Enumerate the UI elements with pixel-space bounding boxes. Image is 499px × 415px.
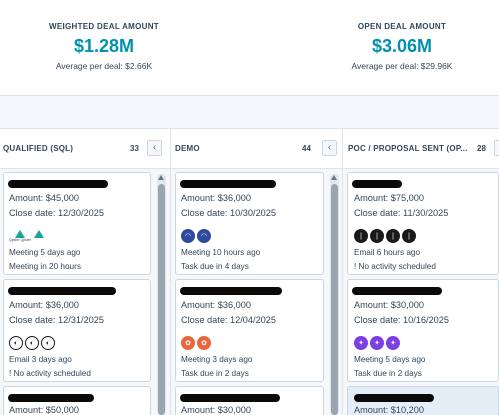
column-count: 33 xyxy=(130,144,139,153)
redacted-deal-name xyxy=(180,394,280,402)
next-activity: Task due in 4 days xyxy=(181,262,249,271)
avatar: ✿ xyxy=(181,336,195,350)
deal-amount: Amount: $30,000 xyxy=(354,300,424,310)
next-activity: Task due in 2 days xyxy=(354,369,422,378)
avatar: | xyxy=(354,229,368,243)
deal-card[interactable]: Amount: $10,200 xyxy=(347,386,499,415)
avatar: ✦ xyxy=(370,336,384,350)
column-scrollbar[interactable] xyxy=(330,174,339,415)
redacted-deal-name xyxy=(8,287,116,295)
deal-amount: Amount: $45,000 xyxy=(9,193,79,203)
avatar: ◐ xyxy=(25,336,39,350)
column-count: 28 xyxy=(477,144,486,153)
avatar: ✦ xyxy=(354,336,368,350)
last-activity: Meeting 5 days ago xyxy=(354,355,426,364)
chevron-left-icon: ‹ xyxy=(327,142,332,153)
metric-label: WEIGHTED DEAL AMOUNT xyxy=(49,22,159,31)
metric-sub: Average per deal: $2.66K xyxy=(55,61,153,71)
redacted-deal-name xyxy=(8,180,108,188)
deal-card[interactable]: Amount: $36,000 Close date: 12/31/2025 ◐… xyxy=(3,279,151,382)
deal-card[interactable]: Amount: $50,000 xyxy=(3,386,151,415)
avatar: ✿ xyxy=(197,336,211,350)
next-activity: ! No activity scheduled xyxy=(354,262,436,271)
contact-avatars: ✦ ✦ ✦ xyxy=(354,336,402,350)
redacted-deal-name xyxy=(8,394,94,402)
column-header: DEMO 44 ‹ xyxy=(171,129,342,169)
metric-sub: Average per deal: $29.96K xyxy=(351,61,453,71)
deal-close-date: Close date: 12/30/2025 xyxy=(9,208,105,218)
deal-close-date: Close date: 10/30/2025 xyxy=(181,208,277,218)
deal-amount: Amount: $36,000 xyxy=(9,300,79,310)
column-title: QUALIFIED (SQL) xyxy=(3,144,74,153)
avatar: ◠ xyxy=(197,229,211,243)
contact-avatars: | | | | xyxy=(354,229,418,243)
redacted-deal-name xyxy=(352,180,402,188)
column-header: QUALIFIED (SQL) 33 ‹ xyxy=(0,129,170,169)
deal-amount: Amount: $36,000 xyxy=(181,300,251,310)
company-logo: Qpster Qpster xyxy=(9,230,47,242)
weighted-deal-amount: WEIGHTED DEAL AMOUNT $1.28M Average per … xyxy=(14,22,194,71)
last-activity: Meeting 5 days ago xyxy=(9,248,81,257)
metric-value: $3.06M xyxy=(371,36,433,56)
toolbar-band xyxy=(0,95,499,129)
last-activity: Email 6 hours ago xyxy=(354,248,420,257)
contact-avatars: ◐ ◐ ◐ xyxy=(9,336,57,350)
pipeline-board: QUALIFIED (SQL) 33 ‹ Amount: $45,000 Clo… xyxy=(0,129,499,415)
metric-label: OPEN DEAL AMOUNT xyxy=(357,22,447,31)
deal-close-date: Close date: 11/30/2025 xyxy=(354,208,449,218)
avatar: | xyxy=(402,229,416,243)
deal-amount: Amount: $30,000 xyxy=(181,405,251,415)
avatar: | xyxy=(370,229,384,243)
avatar: ◐ xyxy=(41,336,55,350)
column-title: DEMO xyxy=(175,144,200,153)
deal-card[interactable]: Amount: $75,000 Close date: 11/30/2025 |… xyxy=(347,172,499,275)
next-activity: Task due in 2 days xyxy=(181,369,249,378)
collapse-column-button[interactable]: ‹ xyxy=(322,140,337,156)
deal-card[interactable]: Amount: $30,000 Close date: 10/16/2025 ✦… xyxy=(347,279,499,382)
column-header: POC / PROPOSAL SENT (OP... 28 ‹ xyxy=(343,129,499,169)
deal-close-date: Close date: 12/31/2025 xyxy=(9,315,105,325)
redacted-deal-name xyxy=(354,394,434,402)
column-qualified: QUALIFIED (SQL) 33 ‹ Amount: $45,000 Clo… xyxy=(0,129,171,415)
column-scrollbar[interactable] xyxy=(157,174,166,415)
column-demo: DEMO 44 ‹ Amount: $36,000 Close date: 10… xyxy=(171,129,343,415)
last-activity: Meeting 3 days ago xyxy=(181,355,253,364)
avatar: ◠ xyxy=(181,229,195,243)
deal-amount: Amount: $50,000 xyxy=(9,405,79,415)
deal-amount: Amount: $10,200 xyxy=(354,405,424,415)
redacted-deal-name xyxy=(180,287,282,295)
redacted-deal-name xyxy=(180,180,276,188)
column-title: POC / PROPOSAL SENT (OP... xyxy=(348,144,468,153)
deal-card[interactable]: Amount: $36,000 Close date: 10/30/2025 ◠… xyxy=(175,172,324,275)
next-activity: ! No activity scheduled xyxy=(9,369,91,378)
deal-amount: Amount: $75,000 xyxy=(354,193,424,203)
redacted-deal-name xyxy=(352,287,442,295)
last-activity: Email 3 days ago xyxy=(9,355,72,364)
collapse-column-button[interactable]: ‹ xyxy=(147,140,162,156)
contact-avatars: ✿ ✿ xyxy=(181,336,213,350)
open-deal-amount: OPEN DEAL AMOUNT $3.06M Average per deal… xyxy=(312,22,492,71)
next-activity: Meeting in 20 hours xyxy=(9,262,81,271)
avatar: ✦ xyxy=(386,336,400,350)
column-poc-proposal: POC / PROPOSAL SENT (OP... 28 ‹ Amount: … xyxy=(343,129,499,415)
deal-card[interactable]: Amount: $30,000 xyxy=(175,386,324,415)
last-activity: Meeting 10 hours ago xyxy=(181,248,261,257)
metric-value: $1.28M xyxy=(73,36,135,56)
deal-close-date: Close date: 10/16/2025 xyxy=(354,315,450,325)
column-count: 44 xyxy=(302,144,311,153)
collapse-column-button[interactable]: ‹ xyxy=(494,140,499,156)
summary-metrics: WEIGHTED DEAL AMOUNT $1.28M Average per … xyxy=(0,0,499,95)
deal-card[interactable]: Amount: $36,000 Close date: 12/04/2025 ✿… xyxy=(175,279,324,382)
contact-avatars: ◠ ◠ xyxy=(181,229,213,243)
avatar: ◐ xyxy=(9,336,23,350)
deal-close-date: Close date: 12/04/2025 xyxy=(181,315,277,325)
deal-card[interactable]: Amount: $45,000 Close date: 12/30/2025 Q… xyxy=(3,172,151,275)
chevron-left-icon: ‹ xyxy=(152,142,157,153)
deal-amount: Amount: $36,000 xyxy=(181,193,251,203)
avatar: | xyxy=(386,229,400,243)
